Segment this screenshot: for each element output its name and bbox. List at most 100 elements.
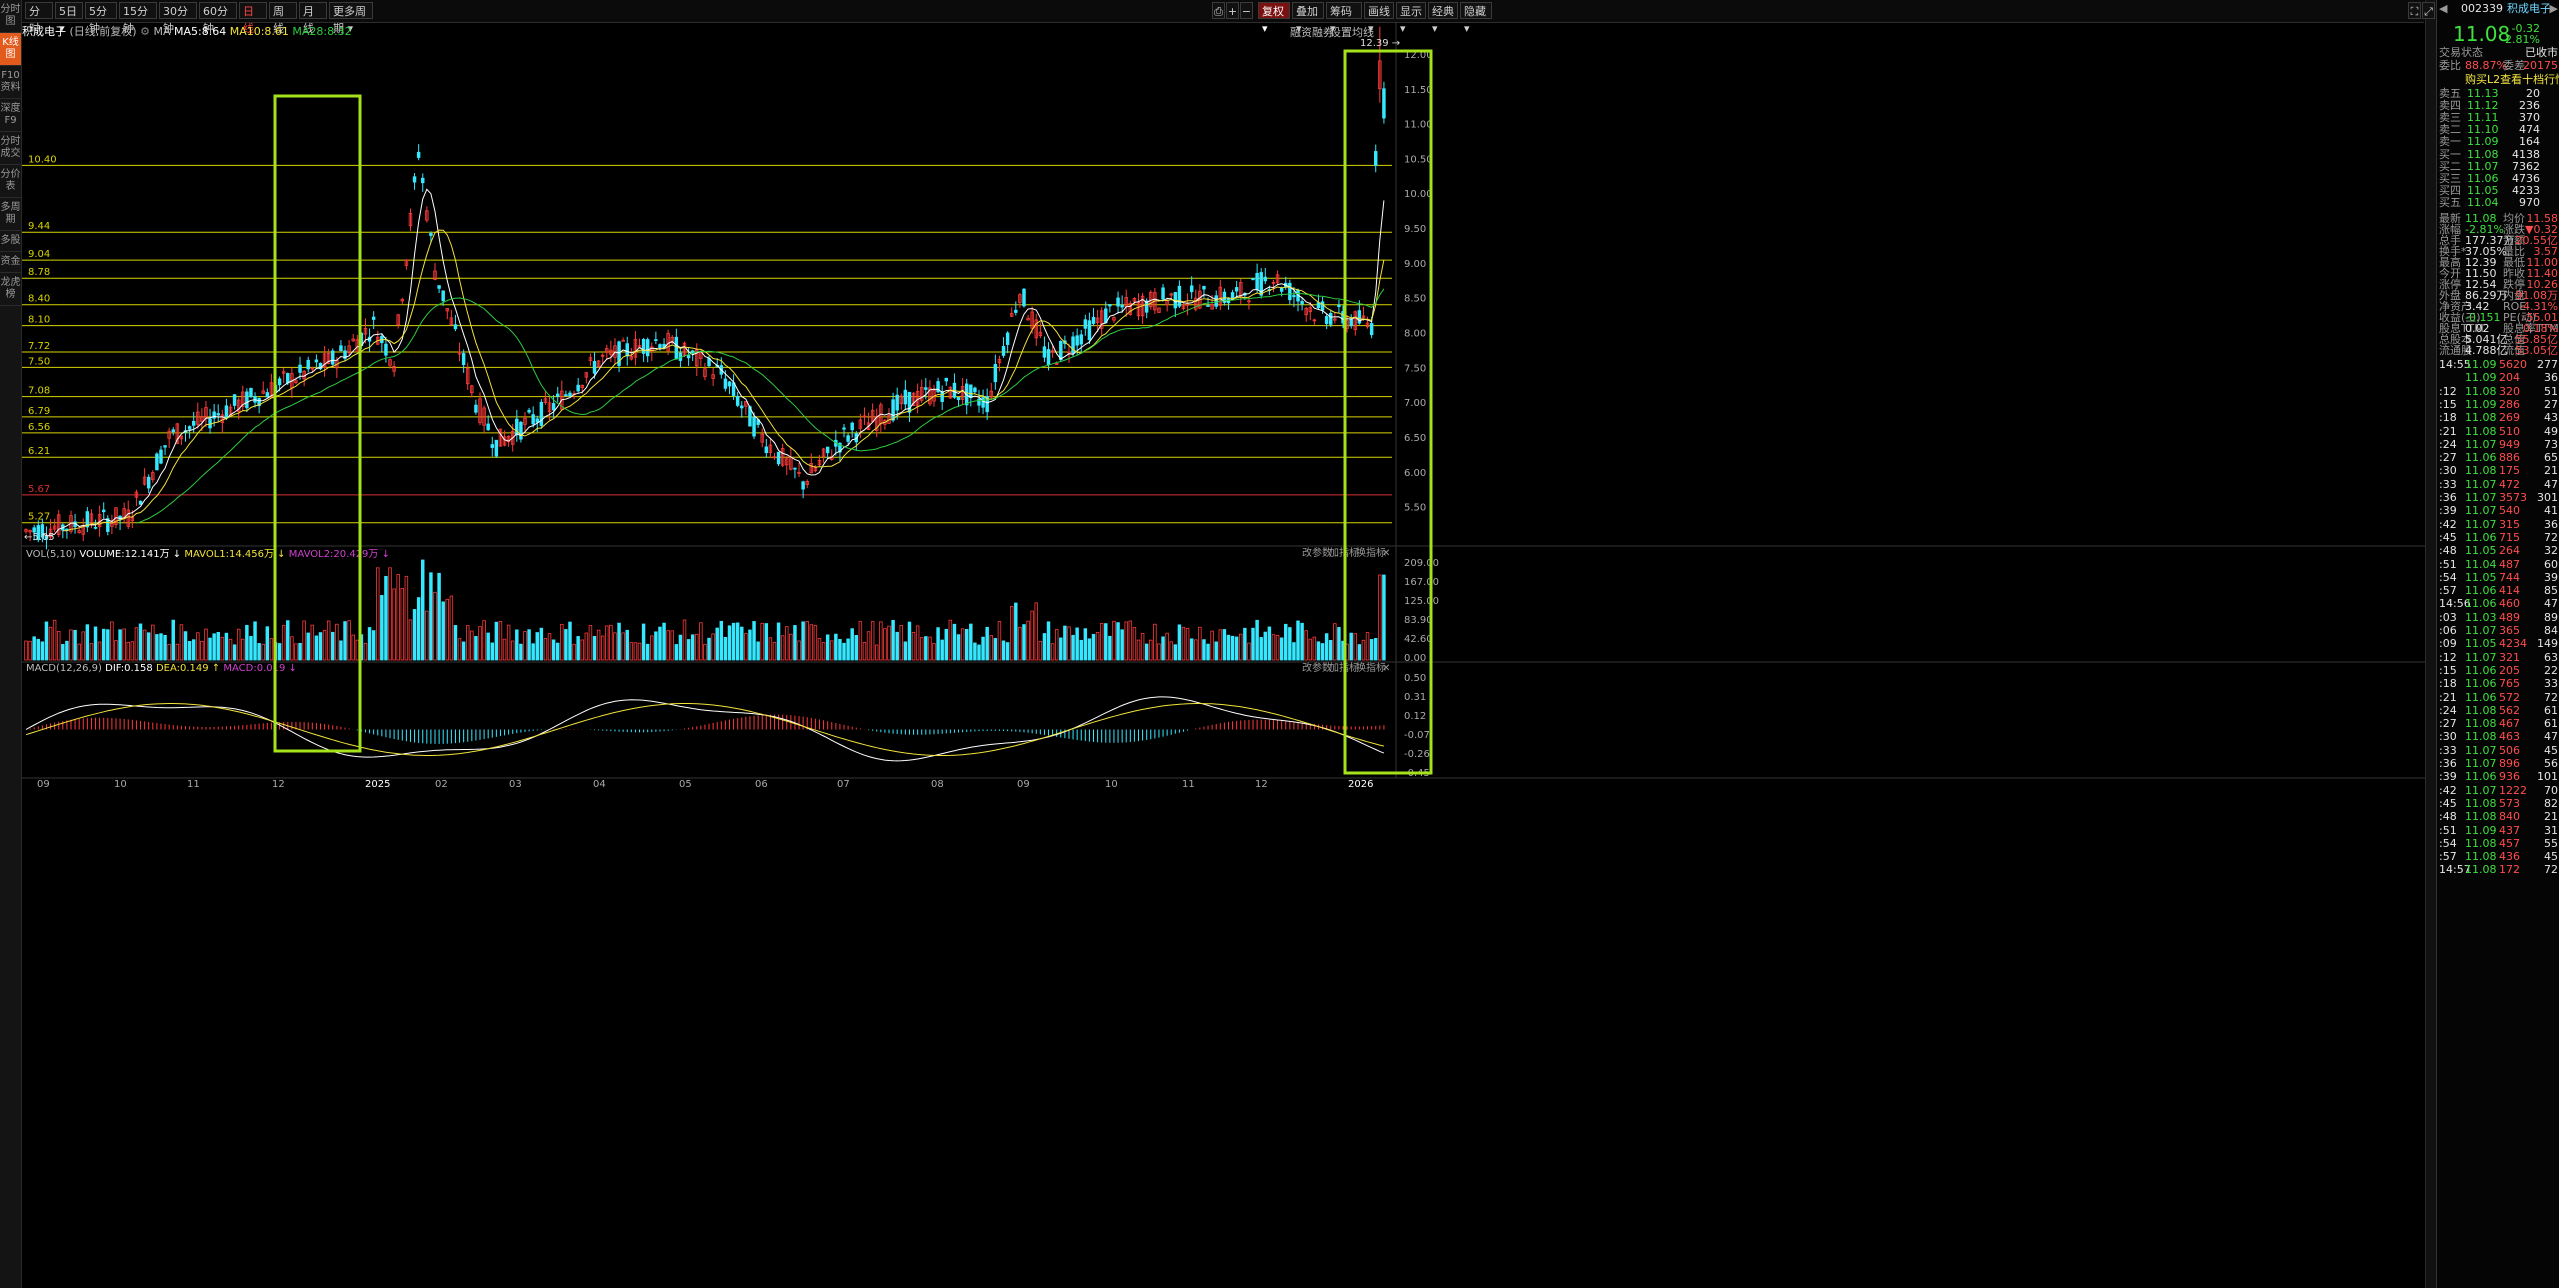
vol-tick-0: 209.00 [1404, 558, 1439, 569]
period-tab-8[interactable]: 月线 [299, 2, 327, 35]
price-tick-2: 11.00 [1404, 120, 1433, 131]
candle-body-261 [1091, 316, 1096, 324]
period-tab-4[interactable]: 30分钟 [159, 2, 197, 35]
candle-body-306 [1275, 274, 1280, 283]
vol-bar-316 [1316, 641, 1321, 661]
candle-body-73 [322, 353, 327, 368]
candle-body-291 [1214, 295, 1218, 307]
stat-row-12: 流通股 4.788亿 流值 53.05亿 [2439, 344, 2558, 357]
nav-item-3[interactable]: 深度F9 [0, 99, 21, 132]
vol-bar-233 [977, 644, 981, 661]
toolbar-1[interactable]: 叠加 ▾ [1292, 2, 1324, 35]
zoom-out-icon[interactable]: − [1240, 2, 1253, 19]
vol-bar-297 [1239, 633, 1243, 661]
vol-bar-8 [56, 631, 61, 661]
vol-bar-24 [122, 628, 126, 661]
candle-body-303 [1263, 276, 1268, 282]
vol-bar-161 [682, 619, 687, 661]
panel-link-0-2: 换指标 [1356, 546, 1386, 559]
tick-row-21: :09 11.05 4234 149 [2439, 637, 2558, 651]
vol-bar-242 [1014, 602, 1018, 661]
tick-row-17: :57 11.06 414 85 [2439, 584, 2558, 598]
candle-body-225 [944, 377, 948, 382]
vol-bar-35 [167, 644, 171, 661]
vol-bar-199 [838, 639, 842, 661]
tick-row-5: :21 11.08 510 49 [2439, 424, 2558, 438]
vol-bar-261 [1091, 633, 1096, 661]
nav-item-6[interactable]: 多周期 [0, 198, 21, 231]
candle-body-128 [547, 402, 552, 412]
toolbar-3[interactable]: 画线 ▾ [1364, 2, 1394, 35]
candle-body-101 [437, 285, 441, 289]
vol-bar-74 [326, 620, 331, 661]
vol-bar-86 [376, 567, 380, 661]
vol-bar-122 [523, 631, 527, 661]
vol-bar-279 [1165, 632, 1169, 661]
vol-bar-265 [1108, 635, 1112, 661]
tick-row-36: :54 11.08 457 55 [2439, 836, 2558, 850]
high-price-label: 12.39 → [1360, 38, 1400, 49]
candle-body-58 [261, 390, 265, 394]
candle-body-123 [527, 409, 531, 413]
vol-bar-176 [744, 633, 748, 661]
candle-body-242 [1014, 309, 1018, 313]
candle-body-54 [245, 391, 249, 409]
price-tick-1: 11.50 [1404, 85, 1433, 96]
fullscreen-icon[interactable]: ⛶ [2408, 2, 2421, 19]
candle-body-38 [179, 435, 184, 440]
vol-bar-140 [596, 629, 601, 661]
nav-item-2[interactable]: F10资料 [0, 66, 21, 99]
nav-item-8[interactable]: 资金 [0, 252, 21, 273]
toolbar-6[interactable]: 隐藏 ▾ [1460, 2, 1492, 35]
candle-body-183 [772, 456, 777, 459]
candle-body-124 [531, 414, 535, 425]
vol-bar-92 [400, 587, 405, 661]
candle-body-238 [997, 359, 1002, 364]
candle-body-77 [339, 345, 343, 352]
gear-icon[interactable]: ⚙ [140, 25, 150, 38]
candle-body-119 [510, 430, 515, 445]
dif-line [25, 696, 1385, 762]
candle-body-195 [821, 448, 826, 457]
dea-line [25, 703, 1385, 756]
period-tab-1[interactable]: 5日 ▾ [55, 2, 83, 35]
vol-bar-204 [858, 621, 863, 661]
candle-body-28 [138, 500, 143, 505]
vol-bar-251 [1050, 643, 1055, 661]
nav-item-9[interactable]: 龙虎榜 [0, 273, 21, 306]
date-tick-11: 08 [931, 779, 944, 790]
nav-item-1[interactable]: K线图 [0, 33, 21, 66]
period-tab-6[interactable]: 日线 [239, 2, 267, 35]
nav-item-7[interactable]: 多股 [0, 231, 21, 252]
toolbar-5[interactable]: 经典 ▾ [1428, 2, 1458, 35]
candle-body-63 [281, 371, 286, 374]
period-tab-2[interactable]: 5分钟 [85, 2, 117, 35]
period-tab-5[interactable]: 60分钟 [199, 2, 237, 35]
candle-body-253 [1059, 340, 1063, 361]
right-scrollbar[interactable] [2425, 0, 2437, 1288]
vol-bar-130 [555, 642, 560, 661]
period-tab-7[interactable]: 周线 [269, 2, 297, 35]
candle-body-27 [134, 491, 139, 498]
vol-bar-47 [216, 631, 220, 661]
nav-item-0[interactable]: 分时图 [0, 0, 21, 33]
candle-body-300 [1251, 278, 1255, 281]
period-tab-3[interactable]: 15分钟 [119, 2, 157, 35]
toolbar-4[interactable]: 显示 ▾ [1396, 2, 1426, 35]
period-tab-0[interactable]: 分时 [25, 2, 53, 35]
vol-bar-46 [212, 633, 216, 661]
zoom-in-icon[interactable]: + [1226, 2, 1239, 19]
toolbar-0[interactable]: 复权 ▾ [1258, 2, 1290, 35]
toolbar-2[interactable]: 筹码 ▾ [1326, 2, 1362, 35]
candle-body-29 [142, 476, 147, 485]
vol-bar-55 [249, 635, 253, 661]
print-icon[interactable]: ⎙ [1212, 2, 1225, 19]
vol-bar-248 [1038, 640, 1043, 661]
vol-bar-64 [286, 620, 290, 661]
nav-item-4[interactable]: 分时成交 [0, 132, 21, 165]
expand-icon[interactable]: ⤢ [2422, 2, 2435, 19]
nav-item-5[interactable]: 分价表 [0, 165, 21, 198]
period-tab-9[interactable]: 更多周期 ▾ [329, 2, 373, 35]
candle-body-182 [768, 444, 773, 453]
